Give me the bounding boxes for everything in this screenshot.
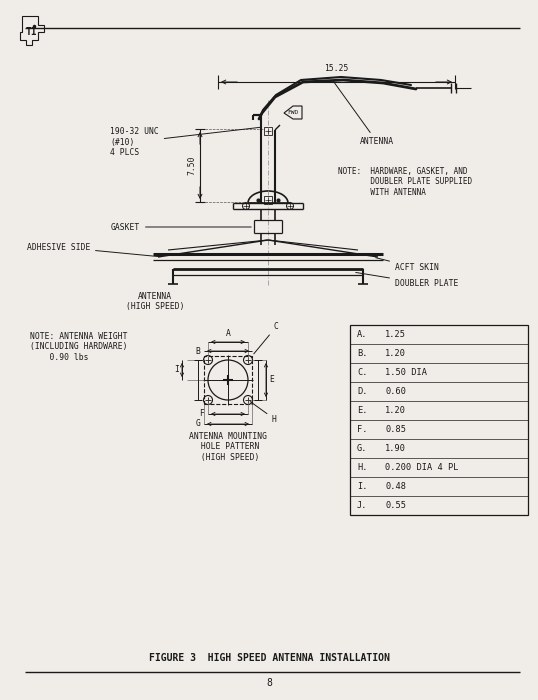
- Text: F.: F.: [357, 425, 367, 434]
- Text: 0.60: 0.60: [385, 387, 406, 396]
- Text: 0.85: 0.85: [385, 425, 406, 434]
- Text: TI: TI: [25, 27, 37, 37]
- Text: ACFT SKIN: ACFT SKIN: [376, 258, 439, 272]
- Text: 0.200 DIA 4 PL: 0.200 DIA 4 PL: [385, 463, 458, 472]
- Text: ADHESIVE SIDE: ADHESIVE SIDE: [26, 242, 160, 257]
- Bar: [264, 127, 272, 135]
- Bar: [350, 325, 528, 515]
- Text: NOTE:  HARDWARE, GASKET, AND
       DOUBLER PLATE SUPPLIED
       WITH ANTENNA: NOTE: HARDWARE, GASKET, AND DOUBLER PLAT…: [338, 167, 472, 197]
- Text: FWD: FWD: [287, 111, 299, 116]
- Text: H: H: [250, 402, 277, 424]
- Text: G: G: [195, 419, 200, 428]
- Text: 1.50 DIA: 1.50 DIA: [385, 368, 427, 377]
- Bar: [204, 356, 252, 404]
- Text: F: F: [199, 410, 204, 419]
- Text: 0.55: 0.55: [385, 501, 406, 510]
- Text: C.: C.: [357, 368, 367, 377]
- Text: 1.25: 1.25: [385, 330, 406, 339]
- Text: D.: D.: [357, 387, 367, 396]
- Text: E: E: [269, 375, 274, 384]
- Text: DOUBLER PLATE: DOUBLER PLATE: [356, 272, 458, 288]
- Text: FIGURE 3  HIGH SPEED ANTENNA INSTALLATION: FIGURE 3 HIGH SPEED ANTENNA INSTALLATION: [148, 653, 390, 663]
- Text: B: B: [195, 346, 200, 356]
- Text: B.: B.: [357, 349, 367, 358]
- Text: GASKET: GASKET: [111, 223, 251, 232]
- Text: ANTENNA
(HIGH SPEED): ANTENNA (HIGH SPEED): [126, 292, 184, 312]
- Text: E.: E.: [357, 406, 367, 415]
- Text: J.: J.: [357, 501, 367, 510]
- Text: C: C: [254, 322, 279, 354]
- Text: ANTENNA: ANTENNA: [332, 80, 394, 146]
- Text: 7.50: 7.50: [187, 156, 196, 175]
- Bar: [264, 196, 272, 204]
- Text: H.: H.: [357, 463, 367, 472]
- Text: 15.25: 15.25: [324, 64, 349, 73]
- Text: 8: 8: [266, 678, 272, 688]
- Text: I.: I.: [357, 482, 367, 491]
- Text: A.: A.: [357, 330, 367, 339]
- Text: G.: G.: [357, 444, 367, 453]
- Text: NOTE: ANTENNA WEIGHT
(INCLUDING HARDWARE)
    0.90 lbs: NOTE: ANTENNA WEIGHT (INCLUDING HARDWARE…: [30, 332, 128, 362]
- Text: 0.48: 0.48: [385, 482, 406, 491]
- Text: 1.90: 1.90: [385, 444, 406, 453]
- Text: A: A: [225, 329, 230, 338]
- Text: 1.20: 1.20: [385, 349, 406, 358]
- Text: I: I: [174, 365, 179, 375]
- Text: 1.20: 1.20: [385, 406, 406, 415]
- Text: ANTENNA MOUNTING
 HOLE PATTERN
 (HIGH SPEED): ANTENNA MOUNTING HOLE PATTERN (HIGH SPEE…: [189, 432, 267, 462]
- Text: 190-32 UNC
(#10)
4 PLCS: 190-32 UNC (#10) 4 PLCS: [110, 127, 260, 157]
